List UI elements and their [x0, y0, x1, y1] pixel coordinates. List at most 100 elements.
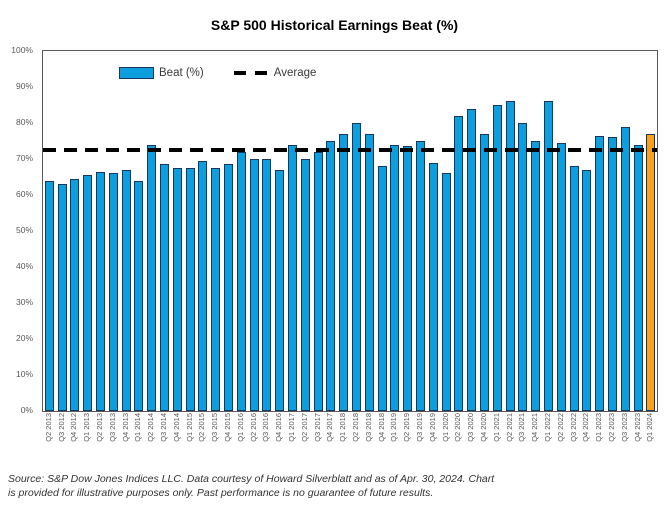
x-axis-label: Q4 2018: [376, 413, 386, 442]
average-line: [43, 148, 657, 152]
y-axis-label: 90%: [15, 81, 33, 91]
x-axis-label: Q3 2012: [56, 413, 66, 442]
x-axis-label: Q2 2021: [504, 413, 514, 442]
x-axis-label: Q1 2017: [287, 413, 297, 442]
bar: [569, 166, 579, 411]
x-axis-label: Q4 2022: [581, 413, 591, 442]
legend: Beat (%) Average: [115, 65, 321, 81]
x-axis: Q2 2013 Q3 2012 Q4 2012 Q1 2013 Q2 2013 Q3 20…: [42, 413, 656, 477]
bar: [543, 101, 553, 411]
x-axis-label: Q1 2022: [542, 413, 552, 442]
x-axis-label: Q3 2018: [363, 413, 373, 442]
bar: [646, 133, 656, 411]
y-axis-label: 0%: [20, 405, 33, 415]
bar: [390, 144, 400, 411]
bar: [160, 164, 170, 411]
x-axis-label: Q2 2013: [95, 413, 105, 442]
x-axis-label: Q1 2013: [82, 413, 92, 442]
bar: [288, 144, 298, 411]
x-axis-label: Q3 2013: [107, 413, 117, 442]
bar: [505, 101, 515, 411]
x-axis-label: Q2 2017: [299, 413, 309, 442]
footer-disclaimer: Source: S&P Dow Jones Indices LLC. Data …: [8, 473, 568, 500]
x-axis-label: Q2 2018: [351, 413, 361, 442]
x-axis-label: Q2 2015: [197, 413, 207, 442]
plot-area: Beat (%) Average: [42, 50, 658, 412]
x-axis-label: Q1 2023: [594, 413, 604, 442]
bar: [620, 126, 630, 411]
x-axis-label: Q3 2020: [466, 413, 476, 442]
x-axis-label: Q3 2015: [210, 413, 220, 442]
y-axis-label: 100%: [11, 45, 33, 55]
x-axis-label: Q1 2021: [491, 413, 501, 442]
x-axis-label: Q3 2014: [159, 413, 169, 442]
x-axis-label: Q2 2014: [146, 413, 156, 442]
legend-beat-swatch-icon: [119, 67, 154, 79]
bar: [339, 133, 349, 411]
x-axis-label: Q3 2019: [415, 413, 424, 442]
y-axis-label: 80%: [15, 117, 33, 127]
chart-title: S&P 500 Historical Earnings Beat (%): [210, 17, 459, 33]
legend-beat-label: Beat (%): [159, 67, 204, 79]
x-axis-label: Q2 2020: [453, 413, 463, 442]
bar: [607, 137, 617, 411]
bar: [249, 159, 259, 411]
x-axis-label: Q4 2015: [223, 413, 233, 442]
bar: [556, 142, 566, 411]
bar: [441, 173, 451, 411]
x-axis-label: Q2 2016: [248, 413, 258, 442]
x-axis-label: Q2 2022: [555, 413, 565, 442]
x-axis-label: Q2 2019: [402, 413, 412, 442]
x-axis-label: Q4 2012: [69, 413, 79, 442]
bar: [236, 151, 246, 411]
bar: [377, 166, 387, 411]
x-axis-label: Q3 2016: [261, 413, 271, 442]
footer-line-1: Source: S&P Dow Jones Indices LLC. Data …: [8, 473, 495, 485]
bar: [479, 133, 489, 411]
bar: [416, 141, 425, 411]
x-axis-label: Q4 2020: [478, 413, 488, 442]
bar: [633, 144, 643, 411]
bar: [428, 162, 438, 411]
y-axis-label: 50%: [15, 225, 33, 235]
x-axis-label: Q1 2024: [645, 413, 655, 442]
bar: [326, 141, 336, 411]
x-axis-label: Q2 2013: [43, 413, 53, 442]
bar: [147, 144, 157, 411]
x-axis-label: Q1 2020: [440, 413, 450, 442]
x-axis-label: Q1 2019: [389, 413, 399, 442]
bar: [172, 168, 182, 411]
x-axis-label: Q2 2023: [606, 413, 616, 442]
bar: [467, 108, 477, 411]
bar: [96, 171, 106, 411]
bar: [300, 159, 310, 411]
bar: [492, 105, 502, 411]
bar: [403, 146, 413, 411]
x-axis-label: Q4 2017: [325, 413, 335, 442]
y-axis-label: 20%: [15, 333, 33, 343]
bar: [134, 180, 144, 411]
x-axis-label: Q4 2016: [274, 413, 284, 442]
x-axis-label: Q1 2018: [338, 413, 348, 442]
bar: [352, 123, 362, 411]
bars-container: [43, 51, 657, 411]
bar: [108, 173, 118, 411]
bar: [582, 169, 592, 411]
footer-line-2: is provided for illustrative purposes on…: [8, 486, 434, 499]
bar: [57, 184, 67, 411]
y-axis-label: 60%: [15, 189, 33, 199]
bar: [198, 160, 208, 411]
bar: [364, 133, 374, 411]
bar: [595, 135, 605, 411]
bar: [224, 164, 234, 411]
bar: [518, 123, 528, 411]
x-axis-label: Q3 2021: [517, 413, 527, 442]
bar: [531, 141, 541, 411]
bar: [121, 169, 131, 411]
bar: [185, 168, 195, 411]
bar: [454, 115, 464, 411]
bar: [70, 178, 80, 411]
y-axis: 0% 10% 20% 30% 40% 50% 60% 70% 80% 90% 100%: [0, 45, 37, 415]
x-axis-label: Q1 2016: [235, 413, 245, 442]
